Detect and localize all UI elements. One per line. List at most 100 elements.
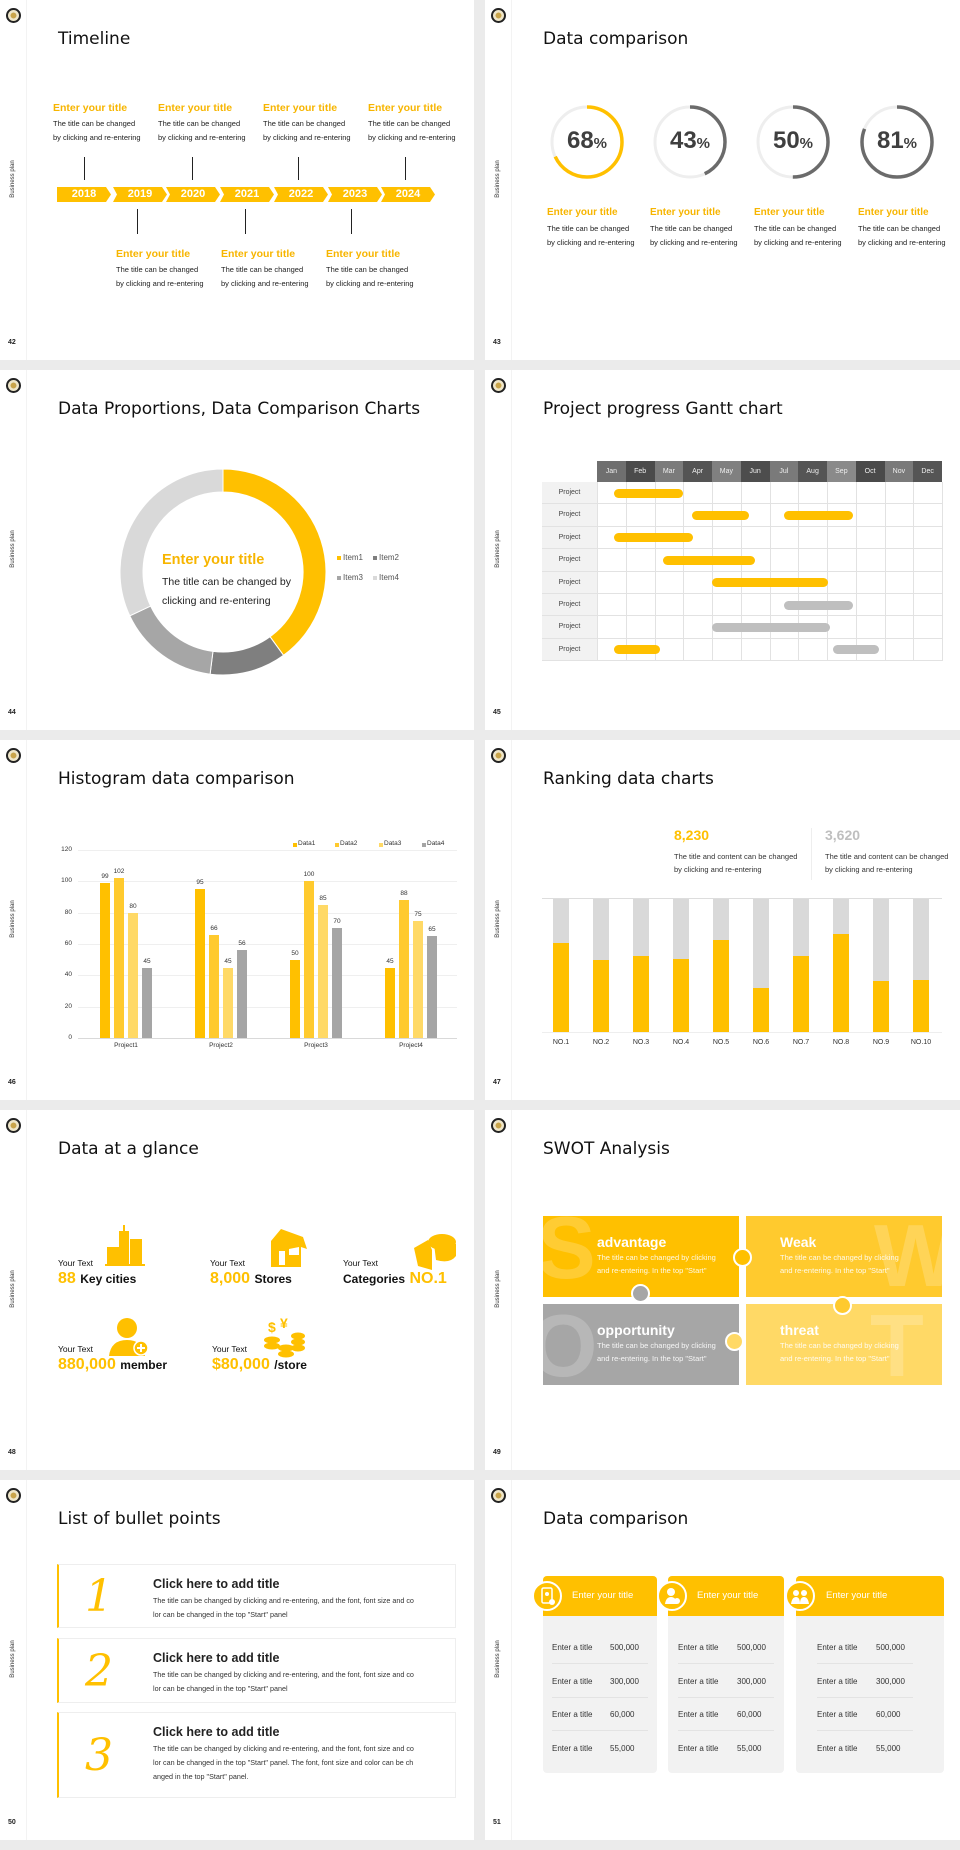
gantt-bar[interactable] — [783, 510, 853, 520]
swot-piece-weak[interactable]: W Weak The title can be changed by clickin… — [746, 1216, 942, 1297]
event-title[interactable]: Enter your title — [221, 248, 296, 260]
month-header: Oct — [855, 461, 885, 482]
ring-title[interactable]: Enter your title — [754, 207, 825, 218]
card-header[interactable] — [796, 1576, 944, 1616]
rank-bar-fill[interactable] — [713, 940, 729, 1032]
swot-letter: O — [543, 1304, 598, 1385]
card-header[interactable] — [668, 1576, 784, 1616]
bar-data3[interactable] — [413, 920, 423, 1038]
rank-bar-fill[interactable] — [913, 980, 929, 1032]
slide-ranking[interactable]: Business plan 47 Ranking data charts 8,2… — [485, 740, 960, 1100]
gantt-bar[interactable] — [614, 533, 694, 543]
event-title[interactable]: Enter your title — [53, 102, 128, 114]
bar-data2[interactable] — [114, 878, 124, 1038]
bar-data4[interactable] — [142, 967, 152, 1038]
legend-swatch — [337, 576, 341, 580]
ring-title[interactable]: Enter your title — [650, 207, 721, 218]
bar-data1[interactable] — [100, 882, 110, 1038]
ring-title[interactable]: Enter your title — [858, 207, 929, 218]
grid-line — [942, 482, 943, 662]
event-title[interactable]: Enter your title — [158, 102, 233, 114]
gantt-bar[interactable] — [663, 555, 756, 565]
bar-data2[interactable] — [209, 934, 219, 1038]
rank-bar-fill[interactable] — [553, 942, 569, 1032]
year-segment[interactable]: 2018 — [57, 187, 111, 202]
x-tick-label: Project3 — [304, 1042, 328, 1049]
bar-data4[interactable] — [237, 950, 247, 1038]
event-title[interactable]: Enter your title — [263, 102, 338, 114]
slide-data-comparison-rings[interactable]: Business plan 43 Data comparison 68% Ente… — [485, 0, 960, 360]
slide-histogram[interactable]: Business plan 46 Histogram data comparis… — [0, 740, 474, 1100]
bar-data1[interactable] — [195, 889, 205, 1038]
event-title[interactable]: Enter your title — [116, 248, 191, 260]
gantt-bar[interactable] — [783, 600, 853, 610]
gantt-bar[interactable] — [614, 645, 661, 655]
bar-data2[interactable] — [304, 881, 314, 1038]
year-segment[interactable]: 2022 — [274, 187, 328, 202]
data-label: 45 — [143, 957, 151, 965]
side-label: Business plan — [10, 1270, 16, 1308]
bar-data4[interactable] — [332, 928, 342, 1038]
slide-timeline[interactable]: Business plan 42 Timeline 2018 Enter your… — [0, 0, 474, 360]
rank-bar-fill[interactable] — [833, 933, 849, 1032]
rank-bar-fill[interactable] — [593, 960, 609, 1032]
ring-number: 81 — [876, 127, 904, 154]
year-segment[interactable]: 2024 — [381, 187, 435, 202]
row-line — [542, 570, 942, 572]
row-label: Enter a title — [552, 1743, 593, 1753]
list-desc: anged in the top "Start" panel. — [153, 1772, 249, 1781]
ring-value: 43% — [652, 127, 728, 155]
row-separator — [678, 1696, 774, 1698]
logo-icon — [6, 8, 21, 23]
legend-swatch — [379, 843, 383, 847]
ring-title[interactable]: Enter your title — [547, 207, 618, 218]
slide-donut-chart[interactable]: Business plan 44 Data Proportions, Data … — [0, 370, 474, 730]
rank-bar-fill[interactable] — [673, 958, 689, 1032]
legend-label: Item2 — [379, 553, 400, 562]
page-number: 48 — [8, 1449, 16, 1456]
year-segment[interactable]: 2021 — [220, 187, 274, 202]
slide-data-comparison-cards[interactable]: Business plan 51 Data comparison Enter y… — [485, 1480, 960, 1840]
year-segment[interactable]: 2020 — [166, 187, 220, 202]
list-item[interactable]: 2 Click here to add title The title can be… — [57, 1638, 456, 1703]
bar-data1[interactable] — [385, 967, 395, 1038]
gantt-bar[interactable] — [832, 645, 879, 655]
year-segment[interactable]: 2019 — [113, 187, 167, 202]
bar-data3[interactable] — [223, 967, 233, 1038]
bar-data2[interactable] — [399, 900, 409, 1038]
bar-data4[interactable] — [427, 936, 437, 1038]
rank-bar-fill[interactable] — [873, 981, 889, 1032]
slide-bullet-list[interactable]: Business plan 50 List of bullet points 1… — [0, 1480, 474, 1840]
gantt-bar[interactable] — [712, 622, 830, 632]
puzzle-knob — [833, 1296, 852, 1315]
event-title[interactable]: Enter your title — [326, 248, 401, 260]
event-title[interactable]: Enter your title — [368, 102, 443, 114]
row-label: Project — [542, 549, 597, 571]
row-separator — [678, 1663, 774, 1664]
list-item[interactable]: 1 Click here to add title The title can be… — [57, 1564, 456, 1628]
bar-data3[interactable] — [318, 904, 328, 1038]
gantt-bar[interactable] — [691, 510, 750, 520]
gantt-bar[interactable] — [614, 488, 684, 498]
item-value-line: 880,000 member — [58, 1356, 167, 1374]
list-item[interactable]: 3 Click here to add title The title can be… — [57, 1712, 456, 1798]
rank-bar-fill[interactable] — [793, 956, 809, 1032]
buildings-icon — [105, 1225, 145, 1266]
year-segment[interactable]: 2023 — [328, 187, 382, 202]
bar-data1[interactable] — [290, 959, 300, 1038]
item-value-line: 8,000 Stores — [210, 1270, 292, 1288]
row-separator — [817, 1696, 913, 1698]
rank-bar-fill[interactable] — [633, 956, 649, 1032]
progress-ring — [550, 105, 624, 179]
rank-bar-fill[interactable] — [753, 988, 769, 1032]
slide-gantt-chart[interactable]: Business plan 45 Project progress Gantt … — [485, 370, 960, 730]
bar-data3[interactable] — [128, 912, 138, 1038]
slide-data-at-a-glance[interactable]: Business plan 48 Data at a glance Your T… — [0, 1110, 474, 1470]
grid-line — [654, 482, 656, 662]
gantt-bar[interactable] — [712, 578, 829, 588]
logo-icon — [6, 1488, 21, 1503]
